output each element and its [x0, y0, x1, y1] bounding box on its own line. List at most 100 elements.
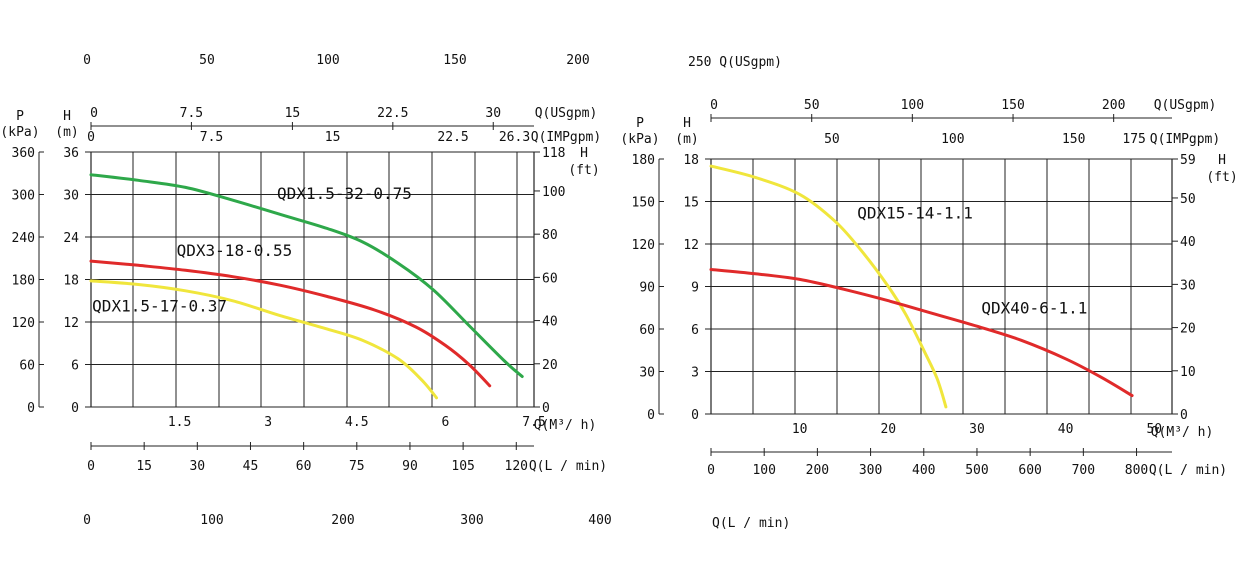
- ft-tick-label: 30: [1180, 278, 1196, 293]
- p-tick-label: 180: [12, 274, 35, 289]
- ft-tick-label: 40: [1180, 235, 1196, 250]
- lmin-tick-label: 800: [1125, 463, 1148, 478]
- lmin-tick-label: 75: [349, 459, 365, 474]
- series-line-QDX1.5-32-0.75: [89, 173, 524, 378]
- lmin-tick-label: 300: [859, 463, 882, 478]
- p-tick-label: 120: [632, 238, 655, 253]
- lmin-tick-label: 0: [87, 459, 95, 474]
- impgpm-tick-label: 15: [325, 130, 341, 145]
- stray-bottom-label: 100: [200, 513, 223, 528]
- p-axis-label: P: [16, 109, 24, 124]
- lmin-tick-label: 600: [1018, 463, 1041, 478]
- stray-top-label: 50: [199, 53, 215, 68]
- lmin-tick-label: 105: [451, 459, 474, 474]
- lmin-axis-label: Q(L / min): [529, 459, 607, 474]
- ft-tick-label: 118: [542, 146, 565, 161]
- stray-right-top-label: 250 Q(USgpm): [688, 55, 782, 70]
- h-tick-label: 9: [691, 281, 699, 296]
- impgpm-tick-label: 0: [87, 130, 95, 145]
- h-tick-label: 30: [63, 189, 79, 204]
- p-tick-label: 0: [27, 401, 35, 416]
- h-tick-label: 12: [683, 238, 699, 253]
- ft-axis-label: H: [1218, 153, 1226, 168]
- h-tick-label: 0: [71, 401, 79, 416]
- h-tick-label: 3: [691, 366, 699, 381]
- ft-tick-label: 50: [1180, 192, 1196, 207]
- p-tick-label: 60: [639, 323, 655, 338]
- lmin-tick-label: 0: [707, 463, 715, 478]
- impgpm-axis-label: Q(IMPgpm): [531, 130, 601, 145]
- p-axis-label: P: [636, 116, 644, 131]
- lmin-tick-label: 120: [505, 459, 528, 474]
- usgpm-axis-label: Q(USgpm): [1154, 98, 1217, 113]
- m3h-axis-label: Q(M³/ h): [534, 418, 597, 433]
- series-label: QDX15-14-1.1: [857, 204, 973, 223]
- usgpm-axis-label: Q(USgpm): [535, 106, 598, 121]
- p-tick-label: 0: [647, 408, 655, 423]
- h-axis-label: H: [683, 116, 691, 131]
- usgpm-tick-label: 0: [90, 106, 98, 121]
- h-axis-label: H: [63, 109, 71, 124]
- m3h-tick-label: 3: [264, 415, 272, 430]
- lmin-tick-label: 200: [806, 463, 829, 478]
- stray-bottom-label: 200: [331, 513, 354, 528]
- h-tick-label: 6: [71, 359, 79, 374]
- stray-right-bottom-label: Q(L / min): [712, 516, 790, 531]
- ft-tick-label: 0: [542, 401, 550, 416]
- stray-bottom-label: 0: [83, 513, 91, 528]
- series-line-QDX1.5-17-0.37: [89, 279, 438, 400]
- series-label: QDX3-18-0.55: [177, 241, 293, 260]
- h-axis-unit: (m): [675, 132, 698, 147]
- usgpm-tick-label: 100: [901, 98, 924, 113]
- ft-tick-label: 60: [542, 271, 558, 286]
- chart-2: 03691215180306090120150180P(kPa)H(m)0102…: [620, 98, 1237, 478]
- usgpm-tick-label: 50: [804, 98, 820, 113]
- series-line-QDX15-14-1.1: [709, 164, 948, 409]
- h-tick-label: 0: [691, 408, 699, 423]
- impgpm-tick-label: 22.5: [437, 130, 468, 145]
- h-axis-unit: (m): [55, 125, 78, 140]
- p-tick-label: 150: [632, 196, 655, 211]
- series-line-QDX40-6-1.1: [709, 268, 1134, 398]
- m3h-tick-label: 4.5: [345, 415, 368, 430]
- ft-tick-label: 0: [1180, 408, 1188, 423]
- lmin-tick-label: 90: [402, 459, 418, 474]
- impgpm-tick-label: 100: [941, 132, 964, 147]
- m3h-tick-label: 1.5: [168, 415, 191, 430]
- impgpm-axis-label: Q(IMPgpm): [1150, 132, 1220, 147]
- h-tick-label: 18: [63, 274, 79, 289]
- p-axis-unit: (kPa): [0, 125, 39, 140]
- p-tick-label: 120: [12, 316, 35, 331]
- ft-axis-label: H: [580, 146, 588, 161]
- impgpm-tick-label: 175: [1122, 132, 1145, 147]
- ft-axis-unit: (ft): [1206, 170, 1237, 185]
- m3h-tick-label: 40: [1058, 422, 1074, 437]
- usgpm-tick-label: 200: [1102, 98, 1125, 113]
- stray-top-label: 0: [83, 53, 91, 68]
- h-tick-label: 24: [63, 231, 79, 246]
- h-tick-label: 6: [691, 323, 699, 338]
- ft-axis-unit: (ft): [568, 163, 599, 178]
- p-tick-label: 300: [12, 189, 35, 204]
- lmin-tick-label: 400: [912, 463, 935, 478]
- series-label: QDX40-6-1.1: [981, 298, 1087, 317]
- h-tick-label: 18: [683, 153, 699, 168]
- impgpm-tick-label: 26.3: [499, 130, 530, 145]
- m3h-tick-label: 7.5: [522, 415, 545, 430]
- ft-tick-label: 59: [1180, 153, 1196, 168]
- p-tick-label: 90: [639, 281, 655, 296]
- stray-bottom-label: 300: [460, 513, 483, 528]
- lmin-axis-label: Q(L / min): [1149, 463, 1227, 478]
- ft-tick-label: 10: [1180, 365, 1196, 380]
- stray-top-label: 100: [316, 53, 339, 68]
- impgpm-tick-label: 50: [824, 132, 840, 147]
- usgpm-tick-label: 22.5: [377, 106, 408, 121]
- stray-bottom-label: 400: [588, 513, 611, 528]
- series-line-QDX3-18-0.55: [89, 259, 492, 388]
- lmin-tick-label: 500: [965, 463, 988, 478]
- p-tick-label: 240: [12, 231, 35, 246]
- stray-top-label: 150: [443, 53, 466, 68]
- h-tick-label: 15: [683, 196, 699, 211]
- ft-tick-label: 40: [542, 315, 558, 330]
